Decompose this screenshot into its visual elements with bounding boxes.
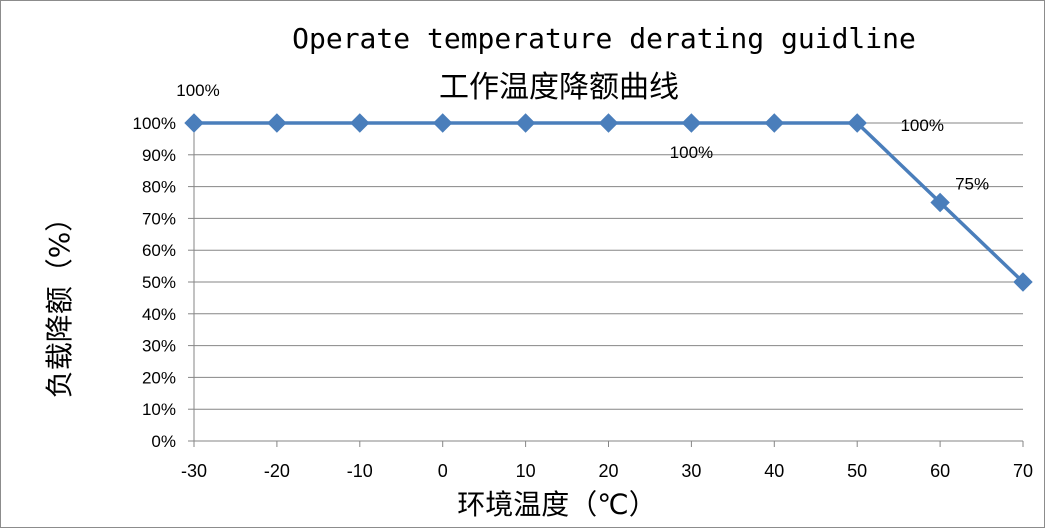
data-label: 100% [176,81,219,100]
x-axis-title: 环境温度（℃） [457,488,656,521]
x-tick-label: -10 [347,461,373,481]
x-tick-label: 70 [1013,461,1033,481]
x-tick-label: 10 [516,461,536,481]
data-label: 100% [670,143,713,162]
y-tick-label: 90% [142,146,176,165]
y-tick-label: 50% [142,273,176,292]
chart-title: Operate temperature derating guidline [292,22,916,55]
y-tick-label: 40% [142,305,176,324]
data-label: 100% [900,116,943,135]
x-tick-label: 30 [681,461,701,481]
data-point-marker [184,113,204,133]
data-point-marker [350,113,370,133]
series-line [194,121,1025,284]
x-tick-label: -20 [264,461,290,481]
data-point-marker [764,113,785,133]
x-tick-label: 50 [847,461,867,481]
data-point-marker [681,113,702,133]
data-label: 75% [955,175,989,194]
y-tick-label: 30% [142,337,176,356]
y-tick-label: 80% [142,178,176,197]
x-tick-label: 40 [764,461,784,481]
y-tick-label: 20% [142,368,176,387]
data-point-marker [598,113,619,133]
axes: 0% 10% 20% 30% 40% 50% 60% 70% 80% 90% 100% -30 -20 -… [133,114,1034,481]
data-point-marker [515,113,536,133]
data-point-marker [847,113,867,133]
data-labels: 100% 100% 100% 75% [176,81,989,194]
y-tick-label: 10% [142,400,176,419]
data-point-marker [1013,272,1033,292]
gridlines [194,122,1023,410]
y-tick-label: 60% [142,241,176,260]
x-tick-label: 20 [598,461,618,481]
x-tick-label: 0 [438,461,448,481]
x-tick-label: 60 [930,461,950,481]
y-tick-label: 70% [142,209,176,228]
y-tick-label: 0% [151,432,176,451]
y-axis-title: 负载降额（%） [43,204,76,399]
data-point-marker [267,113,287,133]
data-point-marker [432,113,453,133]
data-point-marker [930,192,950,213]
series-layer [184,113,1033,292]
x-tick-label: -30 [181,461,207,481]
chart-subtitle: 工作温度降额曲线 [439,70,679,105]
y-tick-label: 100% [133,114,176,133]
